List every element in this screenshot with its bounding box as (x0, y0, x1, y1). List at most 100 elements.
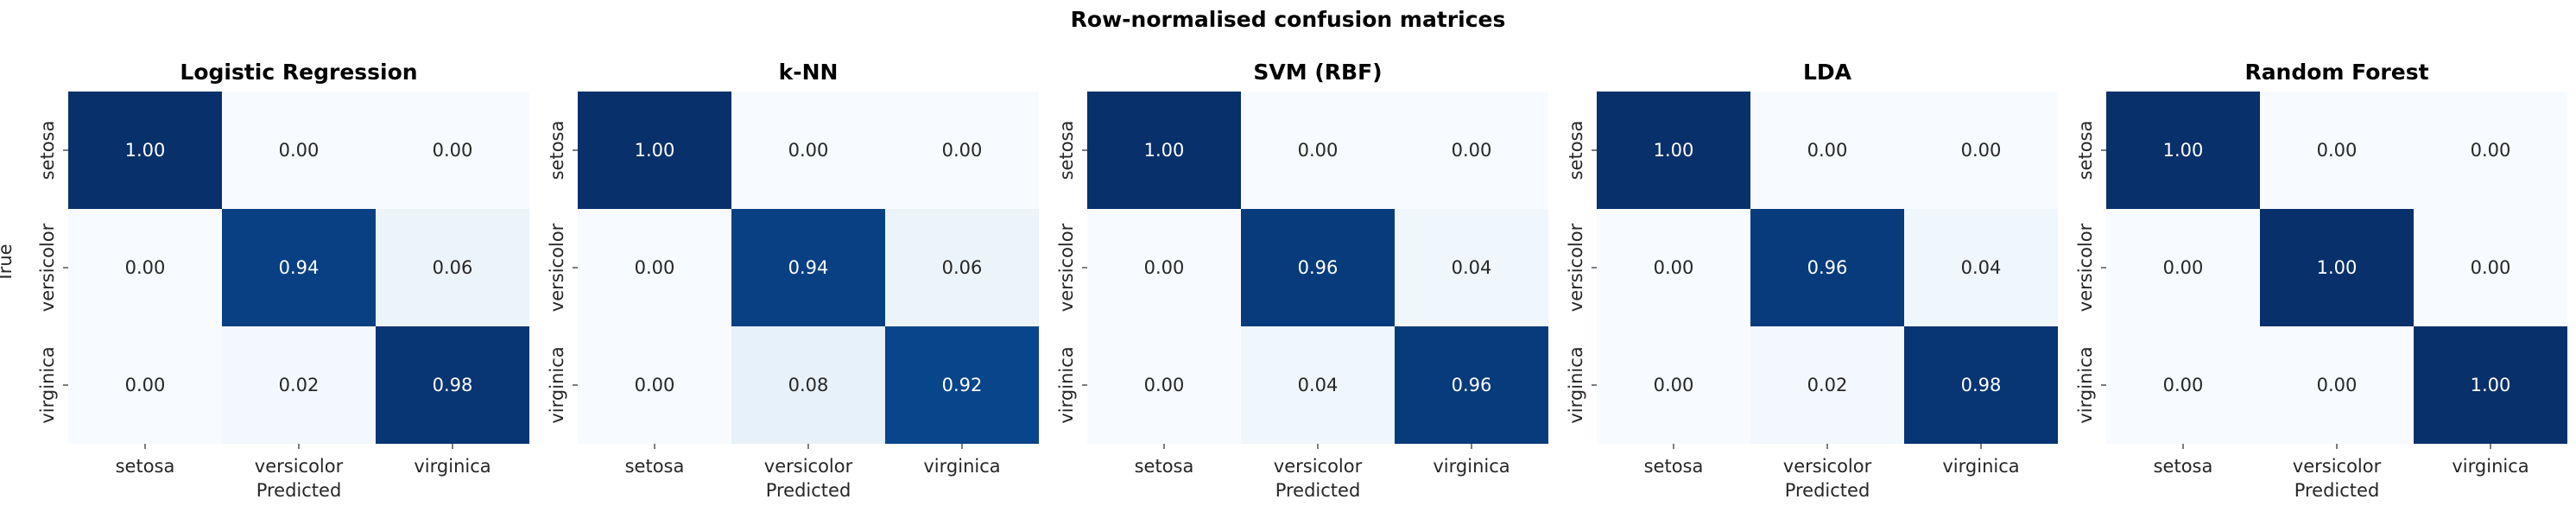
cell-value-label: 0.04 (1961, 257, 2002, 278)
cell-value-label: 0.00 (1452, 140, 1492, 161)
cell-value-label: 0.00 (635, 257, 675, 278)
heatmap-cell (68, 209, 222, 326)
y-tick-label: virginica (37, 346, 58, 423)
cell-value-label: 0.00 (788, 140, 829, 161)
cell-value-label: 1.00 (635, 140, 675, 161)
heatmap-cell (731, 92, 885, 209)
heatmap-cell (2106, 209, 2260, 326)
heatmap-cell (376, 209, 529, 326)
heatmap-panel: LDA 1.00 0.00 0.00 0.00 0.96 0.04 0.00 0.02 0.98 s… (1566, 60, 2058, 501)
heatmap-cell (68, 92, 222, 209)
panel-title: Logistic Regression (180, 60, 417, 85)
cell-value-label: 0.00 (279, 140, 320, 161)
x-tick-label: versicolor (2293, 456, 2382, 477)
panel-title: Random Forest (2244, 60, 2428, 85)
x-tick-label: setosa (1135, 456, 1194, 477)
heatmap-cell (1597, 326, 1750, 444)
cell-value-label: 0.00 (125, 257, 166, 278)
heatmap-cell (1750, 92, 1904, 209)
cell-value-label: 0.98 (1961, 375, 2002, 395)
cell-value-label: 0.04 (1452, 257, 1492, 278)
heatmap-cell (2260, 326, 2414, 444)
x-tick-label: setosa (1644, 456, 1704, 477)
heatmap-cell (885, 209, 1039, 326)
cell-value-label: 1.00 (2471, 375, 2511, 395)
cell-value-label: 0.00 (125, 375, 166, 395)
heatmap-cell (2106, 326, 2260, 444)
x-tick-label: virginica (1433, 456, 1510, 477)
x-tick-label: virginica (2452, 456, 2529, 477)
heatmap-cell (2260, 92, 2414, 209)
cell-value-label: 0.94 (279, 257, 320, 278)
x-tick-label: setosa (625, 456, 685, 477)
heatmap-cell (731, 209, 885, 326)
cell-value-label: 0.00 (433, 140, 473, 161)
panel-title: k-NN (779, 60, 839, 85)
cell-value-label: 0.00 (1144, 257, 1185, 278)
heatmap-cell (1241, 92, 1395, 209)
heatmap-cell (1087, 326, 1241, 444)
cell-value-label: 0.00 (1144, 375, 1185, 395)
cell-value-label: 1.00 (1144, 140, 1185, 161)
cell-value-label: 0.94 (788, 257, 829, 278)
y-tick-label: setosa (547, 121, 567, 180)
cell-value-label: 0.00 (2163, 257, 2204, 278)
cell-value-label: 0.00 (2317, 375, 2358, 395)
x-tick-label: setosa (116, 456, 175, 477)
y-tick-label: virginica (547, 346, 567, 423)
cell-value-label: 0.00 (635, 375, 675, 395)
heatmap-cell (1395, 326, 1548, 444)
heatmap-panel: Random Forest 1.00 0.00 0.00 0.00 1.00 0.00 0.0… (2075, 60, 2567, 501)
x-axis-label: Predicted (766, 480, 851, 501)
y-tick-label: virginica (1056, 346, 1077, 423)
heatmap-cell (1904, 326, 2058, 444)
heatmap-cell (1087, 92, 1241, 209)
heatmap-cell (2414, 209, 2567, 326)
cell-value-label: 0.02 (1807, 375, 1848, 395)
x-tick-label: virginica (1942, 456, 2019, 477)
cell-value-label: 0.00 (2163, 375, 2204, 395)
figure-title: Row-normalised confusion matrices (1070, 7, 1506, 32)
heatmap-cell (1597, 92, 1750, 209)
heatmap-cell (222, 92, 376, 209)
panel-title: SVM (RBF) (1253, 60, 1382, 85)
cell-value-label: 0.08 (788, 375, 829, 395)
cell-value-label: 1.00 (2317, 257, 2358, 278)
y-tick-label: setosa (1566, 121, 1586, 180)
heatmap-cell (1750, 326, 1904, 444)
cell-value-label: 0.96 (1298, 257, 1339, 278)
x-axis-label: Predicted (256, 480, 342, 501)
heatmap-cell (1241, 326, 1395, 444)
y-tick-label: versicolor (1566, 223, 1586, 312)
heatmap-cell (578, 209, 731, 326)
cell-value-label: 0.00 (1961, 140, 2002, 161)
x-tick-label: versicolor (1783, 456, 1872, 477)
heatmap-cell (2106, 92, 2260, 209)
heatmap-cell (1395, 209, 1548, 326)
cell-value-label: 0.06 (942, 257, 983, 278)
x-tick-label: setosa (2154, 456, 2213, 477)
cell-value-label: 0.00 (942, 140, 983, 161)
cell-value-label: 0.00 (1654, 375, 1694, 395)
heatmap-cell (578, 326, 731, 444)
y-tick-label: versicolor (37, 223, 58, 312)
heatmap-cell (376, 326, 529, 444)
x-tick-label: versicolor (1274, 456, 1363, 477)
cell-value-label: 0.00 (1298, 140, 1339, 161)
heatmap-cell (1904, 92, 2058, 209)
x-tick-label: virginica (414, 456, 491, 477)
cell-value-label: 0.02 (279, 375, 320, 395)
cell-value-label: 0.00 (2471, 140, 2511, 161)
x-axis-label: Predicted (1275, 480, 1361, 501)
heatmap-cell (1597, 209, 1750, 326)
y-tick-label: versicolor (547, 223, 567, 312)
heatmap-cell (222, 209, 376, 326)
heatmap-cell (68, 326, 222, 444)
panel-title: LDA (1803, 60, 1852, 85)
cell-value-label: 0.00 (1807, 140, 1848, 161)
x-axis-label: Predicted (2294, 480, 2380, 501)
heatmap-cell (2414, 92, 2567, 209)
y-tick-label: versicolor (2075, 223, 2096, 312)
heatmap-cell (1750, 209, 1904, 326)
y-tick-label: virginica (2075, 346, 2096, 423)
